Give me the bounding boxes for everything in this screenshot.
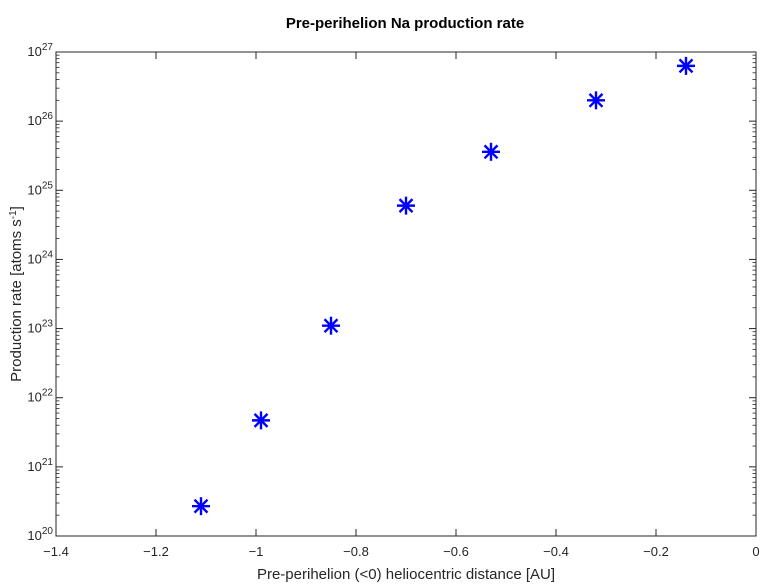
data-point-asterisk-marker	[482, 142, 500, 161]
y-tick-label-power: 27	[42, 42, 54, 53]
y-tick-label-base: 10	[27, 113, 41, 128]
y-tick-label-base: 10	[27, 528, 41, 543]
y-tick-label: 1025	[27, 180, 53, 197]
x-tick-label: −0.2	[643, 544, 669, 559]
y-axis-label-suffix: ]	[8, 206, 25, 210]
y-tick-label-base: 10	[27, 321, 41, 336]
y-tick-label: 1021	[27, 457, 53, 474]
data-points	[192, 56, 695, 516]
x-tick-label: −1.2	[143, 544, 169, 559]
plot-area-frame	[55, 51, 757, 537]
y-tick-label-power: 23	[42, 319, 54, 330]
data-point-asterisk-marker	[587, 91, 605, 110]
data-point-asterisk-marker	[397, 196, 415, 215]
data-point-asterisk-marker	[322, 316, 340, 335]
y-tick-label: 1027	[27, 42, 53, 59]
data-point-asterisk-marker	[677, 56, 695, 75]
x-tick-label: −0.6	[443, 544, 469, 559]
x-tick-label: −1	[249, 544, 264, 559]
y-tick-label: 1022	[27, 388, 53, 405]
y-tick-label-base: 10	[27, 390, 41, 405]
y-tick-label-base: 10	[27, 44, 41, 59]
y-tick-label-power: 22	[42, 388, 54, 399]
x-tick-label: −1.4	[43, 544, 69, 559]
y-axis-label-main: Production rate [atoms s	[8, 219, 25, 382]
y-tick-label-base: 10	[27, 459, 41, 474]
y-tick-label: 1024	[27, 249, 53, 266]
y-tick-label: 1023	[27, 319, 53, 336]
y-tick-label-base: 10	[27, 251, 41, 266]
y-tick-label: 1026	[27, 111, 53, 128]
y-axis-label: Production rate [atoms s-1]	[8, 206, 26, 382]
y-tick-label-power: 26	[42, 111, 54, 122]
y-tick-label-power: 21	[42, 457, 54, 468]
data-point-asterisk-marker	[252, 411, 270, 430]
x-tick-label: 0	[752, 544, 759, 559]
x-tick-label: −0.4	[543, 544, 569, 559]
y-tick-label: 1020	[27, 526, 53, 543]
data-point-asterisk-marker	[192, 497, 210, 516]
y-tick-label-power: 24	[42, 249, 54, 260]
y-tick-label-power: 20	[42, 526, 54, 537]
chart-title: Pre-perihelion Na production rate	[286, 15, 524, 32]
y-tick-label-power: 25	[42, 180, 54, 191]
y-tick-label-base: 10	[27, 182, 41, 197]
x-axis: −1.4 −1.2 −1 −0.8 −0.6 −0.4 −0.2 0	[43, 52, 760, 559]
y-axis-label-exponent: -1	[8, 210, 19, 219]
x-tick-label: −0.8	[343, 544, 369, 559]
x-axis-label: Pre-perihelion (<0) heliocentric distanc…	[257, 566, 555, 583]
